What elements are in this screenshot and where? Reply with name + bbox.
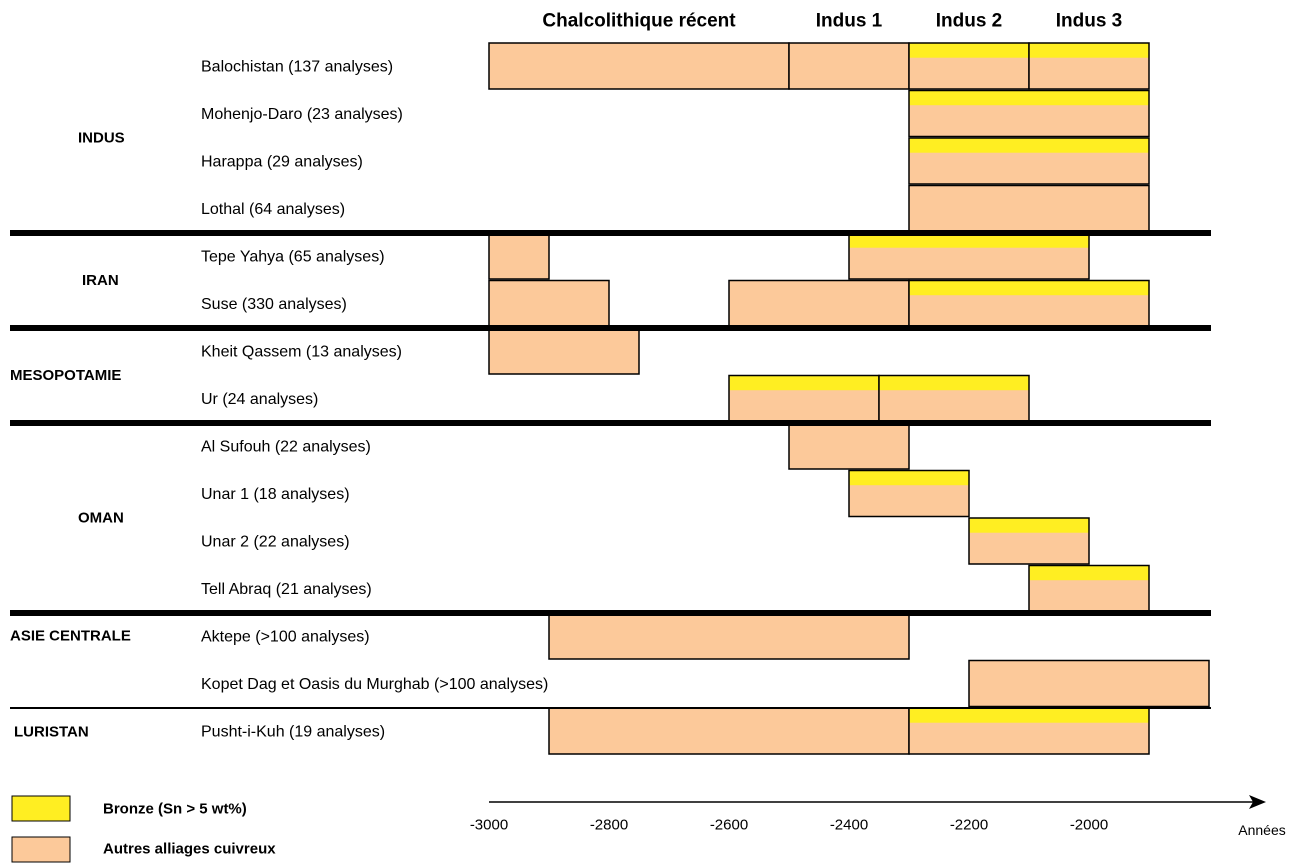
bar-outline (968, 659, 1210, 708)
period-label: Indus 2 (936, 11, 1003, 32)
region-label: IRAN (82, 272, 119, 289)
period-label: Indus 1 (816, 11, 883, 32)
bar-other (969, 660, 1209, 707)
region-label: ASIE CENTRALE (10, 628, 131, 645)
bar-bronze (969, 518, 1089, 533)
site-label: Al Sufouh (22 analyses) (201, 439, 371, 456)
tick-label: -2600 (710, 817, 748, 834)
site-label: Unar 1 (18 analyses) (201, 486, 350, 503)
bar-other (729, 280, 909, 327)
region-label: OMAN (78, 510, 124, 527)
period-label: Chalcolithique récent (542, 11, 736, 32)
site-label: Harappa (29 analyses) (201, 154, 363, 171)
tick-label: -3000 (470, 817, 508, 834)
bar-bronze (849, 470, 969, 486)
legend-label-other: Autres alliages cuivreux (103, 841, 276, 858)
bar-outline (1028, 42, 1150, 90)
x-axis-arrow-icon (1249, 795, 1266, 809)
bar-bronze (909, 708, 1149, 723)
site-label: Balochistan (137 analyses) (201, 59, 393, 76)
bar-other (489, 328, 639, 374)
tick-label: -2000 (1070, 817, 1108, 834)
tick-label: -2200 (950, 817, 988, 834)
bar-bronze (729, 375, 879, 391)
site-label: Pusht-i-Kuh (19 analyses) (201, 724, 385, 741)
site-label: Kopet Dag et Oasis du Murghab (>100 anal… (201, 676, 548, 693)
legend-swatch-other (11, 836, 71, 863)
region-label: INDUS (78, 130, 125, 147)
legend-label-bronze: Bronze (Sn > 5 wt%) (103, 801, 247, 818)
bar-outline (848, 469, 970, 518)
bar-other (489, 233, 549, 279)
bar-other (549, 613, 909, 659)
bar-bronze (879, 375, 1029, 391)
bar-other (789, 43, 909, 89)
site-label: Suse (330 analyses) (201, 296, 347, 313)
bar-outline (968, 517, 1090, 565)
bar-other (789, 423, 909, 469)
bar-bronze (909, 138, 1149, 153)
bar-other (489, 43, 789, 89)
bar-outline (908, 137, 1150, 185)
legend-swatch-bronze (11, 795, 71, 822)
bar-bronze (1029, 43, 1149, 58)
bar-bronze (909, 280, 1149, 296)
region-label: MESOPOTAMIE (10, 367, 121, 384)
tick-label: -2400 (830, 817, 868, 834)
site-label: Kheit Qassem (13 analyses) (201, 344, 402, 361)
region-label: LURISTAN (14, 723, 89, 740)
bar-bronze (909, 90, 1149, 106)
site-label: Unar 2 (22 analyses) (201, 534, 350, 551)
bar-other (909, 185, 1149, 232)
bar-other (549, 708, 909, 754)
site-label: Ur (24 analyses) (201, 391, 318, 408)
period-label: Indus 3 (1056, 11, 1123, 32)
site-label: Lothal (64 analyses) (201, 201, 345, 218)
site-label: Aktepe (>100 analyses) (201, 629, 370, 646)
bar-bronze (909, 43, 1029, 58)
bar-other (489, 280, 609, 327)
bar-bronze (849, 233, 1089, 248)
x-axis-title: Années (1238, 822, 1285, 838)
site-label: Tepe Yahya (65 analyses) (201, 249, 385, 266)
bar-outline (908, 89, 1150, 138)
site-label: Tell Abraq (21 analyses) (201, 581, 372, 598)
tick-label: -2800 (590, 817, 628, 834)
bar-bronze (1029, 565, 1149, 581)
site-label: Mohenjo-Daro (23 analyses) (201, 106, 403, 123)
